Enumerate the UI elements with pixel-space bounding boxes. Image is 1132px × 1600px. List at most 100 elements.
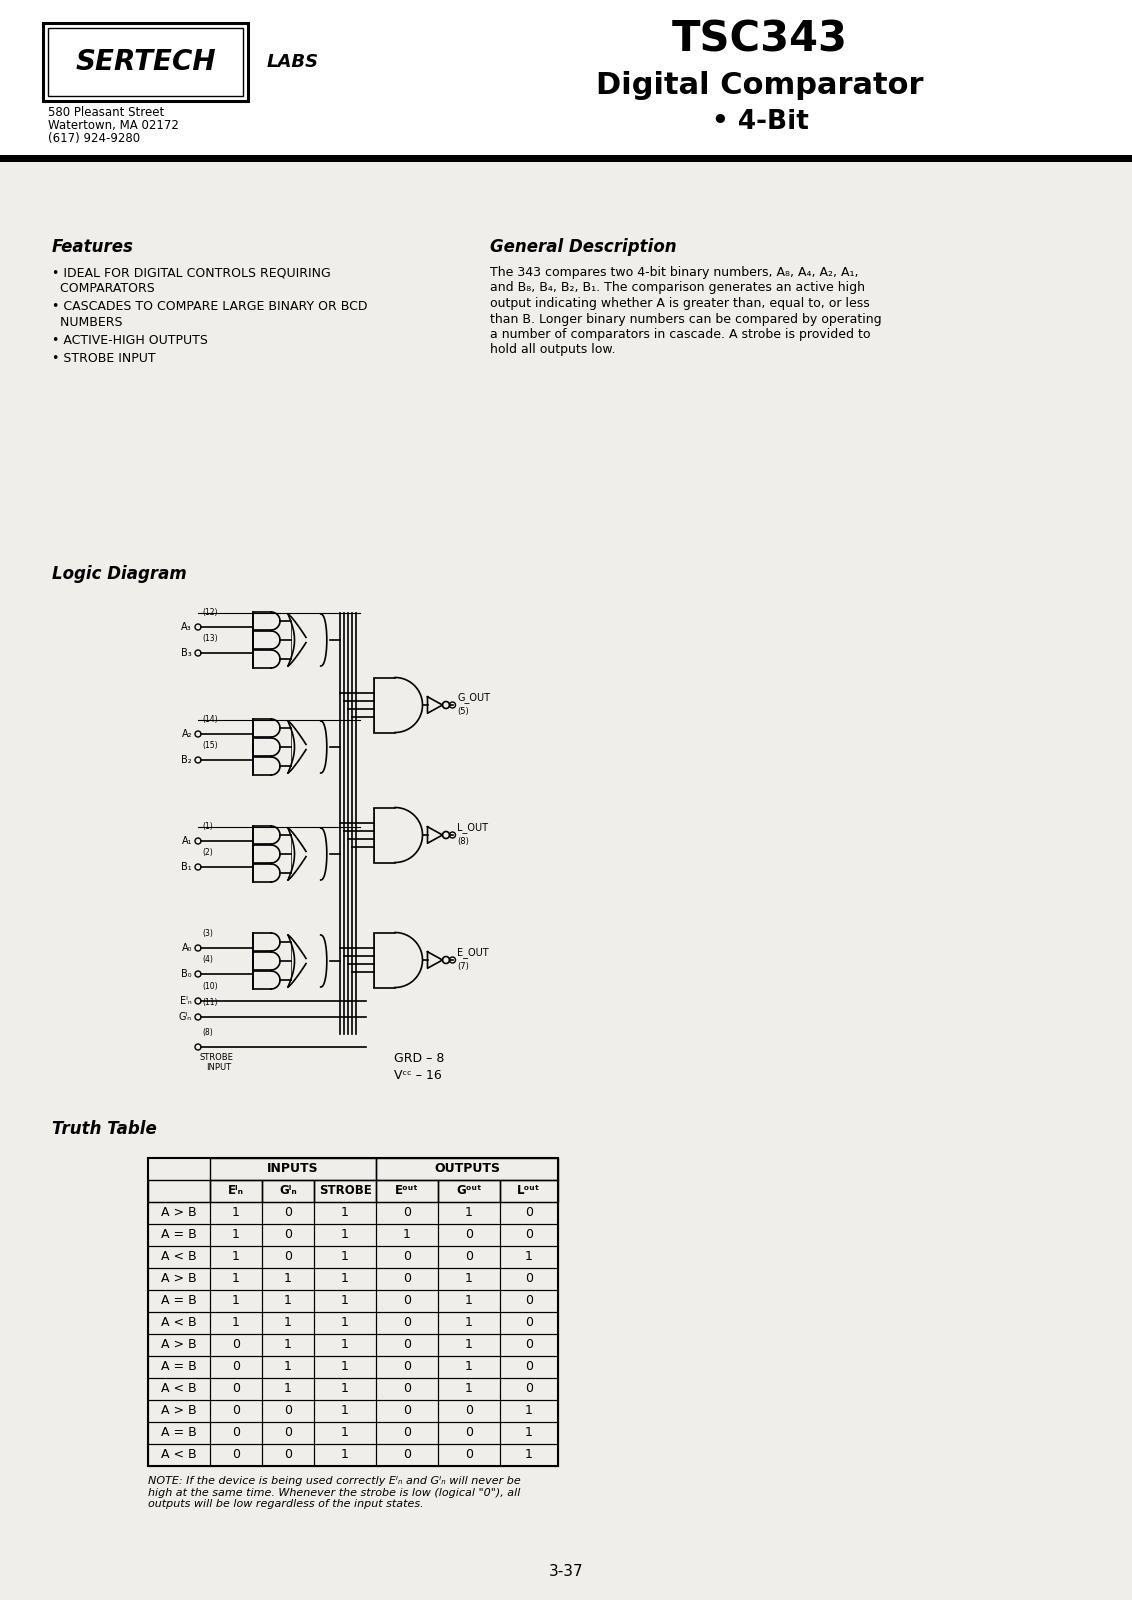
Text: and B₈, B₄, B₂, B₁. The comparison generates an active high: and B₈, B₄, B₂, B₁. The comparison gener…: [490, 282, 865, 294]
Text: 0: 0: [403, 1206, 411, 1219]
Text: 1: 1: [284, 1339, 292, 1352]
Text: A < B: A < B: [161, 1382, 197, 1395]
Text: 0: 0: [403, 1272, 411, 1285]
Bar: [500, 1443, 558, 1466]
Text: Eᵒᵘᵗ: Eᵒᵘᵗ: [395, 1184, 419, 1197]
Bar: [500, 1422, 558, 1443]
Text: A < B: A < B: [161, 1317, 197, 1330]
Text: SERTECH: SERTECH: [75, 48, 216, 75]
Text: 1: 1: [284, 1382, 292, 1395]
Bar: [376, 1312, 438, 1334]
Text: G_OUT: G_OUT: [457, 693, 490, 702]
Bar: [500, 1181, 558, 1202]
Bar: [211, 1158, 376, 1181]
Text: A₁: A₁: [181, 835, 192, 846]
Text: B₀: B₀: [181, 970, 192, 979]
Text: 1: 1: [341, 1206, 349, 1219]
Bar: [314, 1378, 376, 1400]
Text: 0: 0: [232, 1360, 240, 1373]
Bar: [0, 155, 1132, 162]
Bar: [376, 1202, 438, 1224]
Bar: [314, 1202, 376, 1224]
Text: (10): (10): [201, 982, 217, 990]
Text: LABS: LABS: [267, 53, 319, 70]
Bar: [500, 1290, 558, 1312]
Bar: [261, 1422, 314, 1443]
Text: Gᴵₙ: Gᴵₙ: [280, 1184, 297, 1197]
Text: 1: 1: [232, 1251, 240, 1264]
Text: 1: 1: [341, 1382, 349, 1395]
Bar: [500, 1357, 558, 1378]
Bar: [438, 1290, 500, 1312]
Text: OUTPUTS: OUTPUTS: [434, 1163, 500, 1176]
Text: 1: 1: [341, 1360, 349, 1373]
Bar: [376, 1267, 438, 1290]
Bar: [500, 1224, 558, 1246]
Text: 0: 0: [232, 1448, 240, 1461]
Text: 0: 0: [284, 1427, 292, 1440]
Text: The 343 compares two 4-bit binary numbers, A₈, A₄, A₂, A₁,: The 343 compares two 4-bit binary number…: [490, 266, 858, 278]
Text: STROBE: STROBE: [318, 1184, 371, 1197]
Bar: [148, 1400, 211, 1422]
Bar: [376, 1422, 438, 1443]
Text: 1: 1: [465, 1317, 473, 1330]
Bar: [438, 1443, 500, 1466]
Text: NUMBERS: NUMBERS: [52, 317, 122, 330]
Bar: [148, 1181, 211, 1202]
Bar: [314, 1422, 376, 1443]
Text: 1: 1: [403, 1229, 411, 1242]
Bar: [211, 1422, 261, 1443]
Text: 1: 1: [341, 1317, 349, 1330]
Text: 0: 0: [525, 1272, 533, 1285]
Bar: [314, 1334, 376, 1357]
Text: Truth Table: Truth Table: [52, 1120, 156, 1138]
Text: Digital Comparator: Digital Comparator: [597, 70, 924, 99]
Text: 1: 1: [341, 1427, 349, 1440]
Text: A > B: A > B: [161, 1339, 197, 1352]
Bar: [261, 1202, 314, 1224]
Text: 1: 1: [284, 1360, 292, 1373]
Text: A₂: A₂: [181, 730, 192, 739]
Text: A > B: A > B: [161, 1272, 197, 1285]
Text: 0: 0: [465, 1229, 473, 1242]
Bar: [438, 1202, 500, 1224]
Bar: [261, 1246, 314, 1267]
Text: Vᶜᶜ – 16: Vᶜᶜ – 16: [394, 1069, 441, 1082]
Text: A = B: A = B: [161, 1360, 197, 1373]
Text: 1: 1: [341, 1294, 349, 1307]
Bar: [211, 1357, 261, 1378]
Text: A₃: A₃: [181, 622, 192, 632]
Text: 1: 1: [232, 1229, 240, 1242]
Bar: [438, 1422, 500, 1443]
Bar: [211, 1378, 261, 1400]
Bar: [376, 1246, 438, 1267]
Bar: [261, 1181, 314, 1202]
Text: A < B: A < B: [161, 1448, 197, 1461]
Text: 1: 1: [232, 1294, 240, 1307]
Text: 1: 1: [341, 1339, 349, 1352]
Text: 1: 1: [232, 1317, 240, 1330]
Bar: [500, 1267, 558, 1290]
Bar: [148, 1290, 211, 1312]
Bar: [261, 1378, 314, 1400]
Text: 0: 0: [525, 1317, 533, 1330]
Text: (617) 924-9280: (617) 924-9280: [48, 133, 140, 146]
Bar: [148, 1312, 211, 1334]
Text: (2): (2): [201, 848, 213, 858]
Text: Logic Diagram: Logic Diagram: [52, 565, 187, 582]
Text: (4): (4): [201, 955, 213, 963]
Bar: [148, 1158, 558, 1466]
Bar: [148, 1334, 211, 1357]
Text: 0: 0: [525, 1382, 533, 1395]
Text: A = B: A = B: [161, 1229, 197, 1242]
Bar: [376, 1158, 558, 1181]
Text: COMPARATORS: COMPARATORS: [52, 282, 155, 294]
Text: Watertown, MA 02172: Watertown, MA 02172: [48, 118, 179, 133]
Bar: [211, 1312, 261, 1334]
Text: 0: 0: [232, 1339, 240, 1352]
Bar: [438, 1224, 500, 1246]
Text: 0: 0: [465, 1448, 473, 1461]
Text: 0: 0: [403, 1317, 411, 1330]
Bar: [500, 1400, 558, 1422]
Text: L_OUT: L_OUT: [457, 822, 489, 834]
